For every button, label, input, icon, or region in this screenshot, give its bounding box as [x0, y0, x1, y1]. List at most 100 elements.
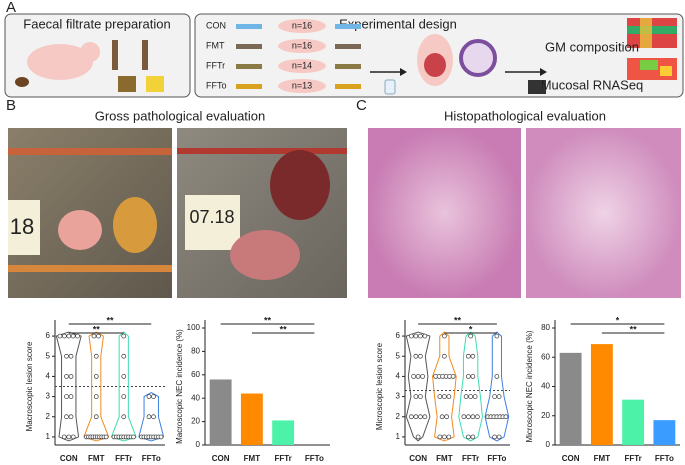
- syringe: [142, 40, 148, 70]
- group-n: n=14: [292, 60, 312, 70]
- dot: [470, 353, 476, 359]
- dot: [75, 333, 80, 339]
- bar: [240, 393, 263, 445]
- bar: [653, 420, 676, 445]
- dot: [413, 353, 419, 359]
- y-tick-label: 3: [396, 392, 401, 401]
- photo-label: 18: [10, 214, 34, 239]
- panel-title: Gross pathological evaluation: [95, 108, 266, 123]
- group-name: FMT: [206, 40, 225, 50]
- significance-label: *: [616, 315, 620, 325]
- x-tick-label: FFTo: [142, 454, 161, 463]
- dot: [409, 333, 414, 339]
- y-tick-label: 3: [46, 392, 51, 401]
- dot: [64, 414, 69, 420]
- gut: [424, 53, 446, 77]
- dot: [442, 434, 447, 440]
- pig-icon: [278, 79, 326, 93]
- y-tick-label: 5: [396, 351, 401, 360]
- bar: [272, 420, 295, 445]
- dot: [409, 414, 414, 420]
- sequencer: [528, 80, 546, 94]
- significance-label: *: [469, 324, 473, 334]
- dot: [415, 374, 421, 379]
- group-name: CON: [206, 20, 226, 30]
- dot: [66, 434, 72, 440]
- syringe: [236, 64, 262, 69]
- group-n: n=16: [292, 20, 312, 30]
- intestine: [8, 148, 172, 155]
- arrow-head: [400, 68, 407, 76]
- design-title: Experimental design: [339, 16, 457, 31]
- y-axis-label: Macroscopic lesion score: [25, 341, 34, 431]
- dot: [492, 394, 497, 399]
- x-tick-label: FMT: [88, 454, 105, 463]
- label-card: [185, 195, 240, 250]
- dot: [93, 353, 99, 359]
- dot: [151, 394, 156, 399]
- dot: [420, 374, 425, 379]
- y-tick-label: 5: [46, 351, 51, 360]
- dot: [415, 434, 421, 440]
- violin: [138, 392, 165, 442]
- x-tick-label: FFTo: [655, 454, 674, 463]
- dot: [68, 374, 74, 379]
- dot: [158, 434, 164, 440]
- group-name: FFTr: [206, 60, 225, 70]
- dot: [411, 374, 416, 379]
- group-n: n=16: [292, 40, 312, 50]
- x-tick-label: CON: [60, 454, 78, 463]
- dot: [68, 414, 74, 420]
- dot: [413, 333, 419, 339]
- dot: [442, 333, 447, 339]
- dot: [463, 394, 469, 399]
- prep-title: Faecal filtrate preparation: [23, 16, 170, 31]
- significance-label: **: [106, 315, 114, 325]
- dot: [413, 414, 419, 420]
- dot: [121, 414, 127, 420]
- histology: [526, 128, 681, 298]
- dot: [496, 434, 502, 440]
- x-tick-label: FFTr: [115, 454, 132, 463]
- dot: [472, 394, 478, 399]
- dot: [461, 414, 467, 420]
- dot: [68, 353, 74, 359]
- dot: [466, 353, 471, 359]
- dot: [446, 394, 452, 399]
- dot: [418, 394, 423, 399]
- dot: [61, 333, 67, 339]
- bottle: [384, 79, 396, 95]
- dot: [121, 394, 127, 399]
- dot: [494, 333, 500, 339]
- gut-section: [459, 39, 497, 77]
- dot: [146, 394, 152, 399]
- arrow-head: [540, 68, 547, 76]
- dot: [121, 333, 127, 339]
- bar: [209, 379, 232, 445]
- y-tick-label: 60: [541, 352, 550, 361]
- histology: [368, 128, 521, 298]
- x-tick-label: FFTr: [274, 454, 291, 463]
- beaker: [146, 76, 164, 92]
- y-tick-label: 60: [191, 370, 200, 379]
- dot: [444, 414, 449, 420]
- dot: [68, 394, 74, 399]
- violin: [83, 331, 110, 442]
- dot: [442, 353, 447, 359]
- violin: [432, 331, 457, 442]
- y-tick-label: 80: [191, 347, 200, 356]
- y-tick-label: 2: [46, 412, 51, 421]
- dot: [442, 394, 447, 399]
- y-tick-label: 4: [396, 372, 401, 381]
- violin: [110, 331, 137, 442]
- dot: [470, 414, 476, 420]
- output-label: GM composition: [545, 39, 639, 54]
- significance-label: **: [93, 324, 101, 334]
- syringe: [236, 44, 262, 49]
- violin: [484, 331, 510, 442]
- bar: [559, 352, 582, 445]
- dot: [64, 353, 69, 359]
- x-tick-label: CON: [409, 454, 427, 463]
- dot: [503, 414, 509, 420]
- y-tick-label: 20: [541, 411, 550, 420]
